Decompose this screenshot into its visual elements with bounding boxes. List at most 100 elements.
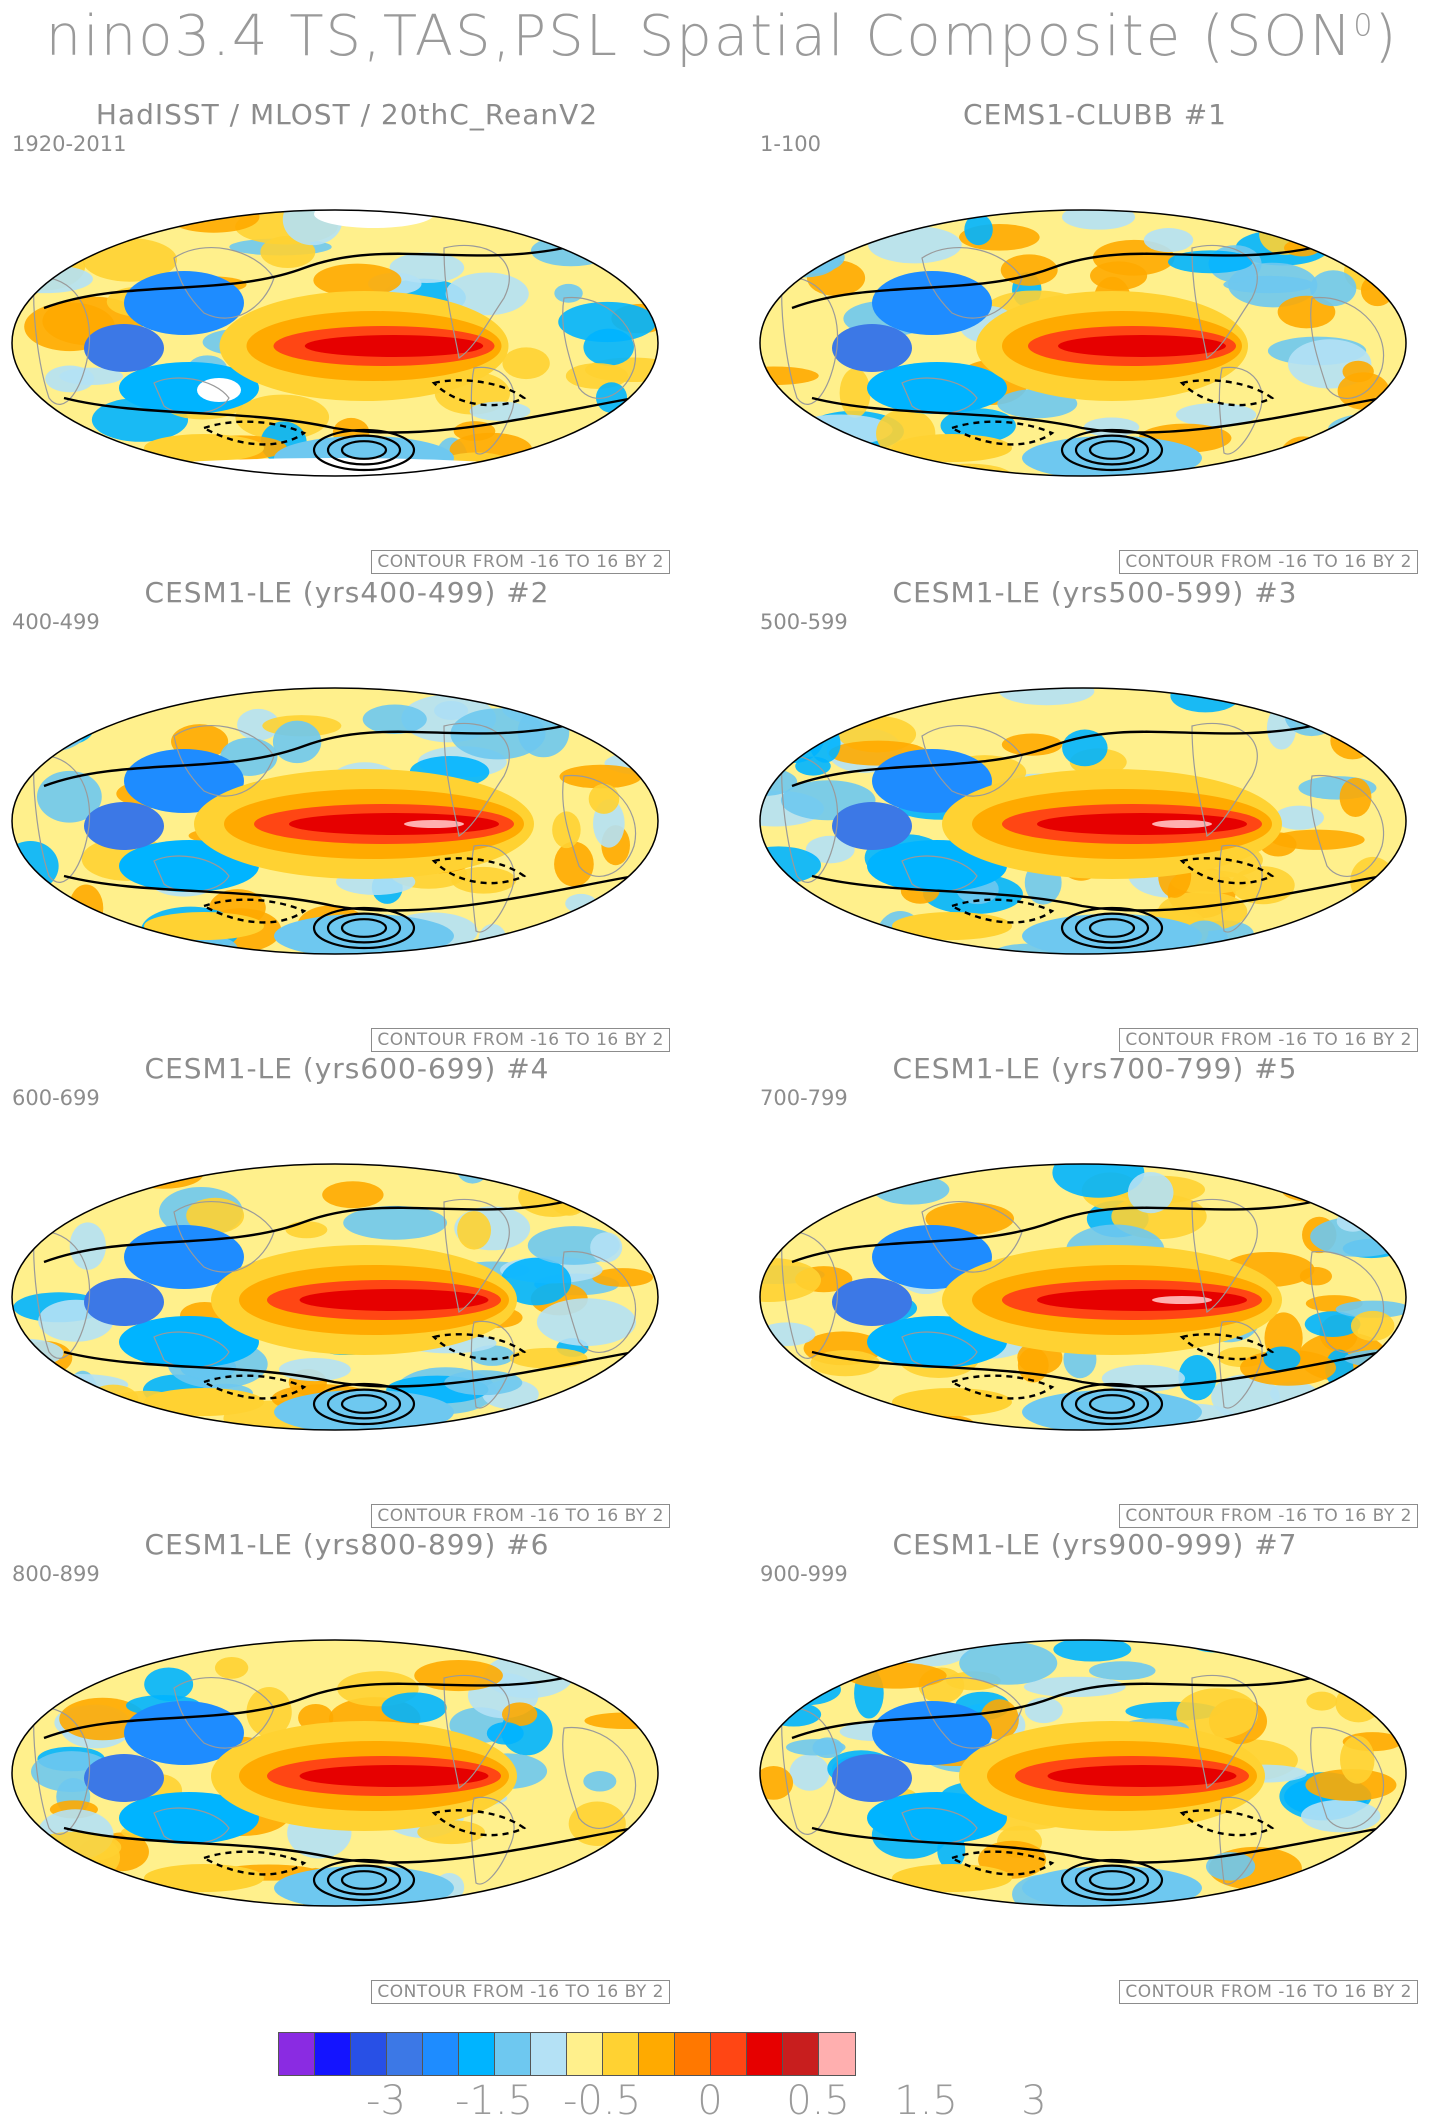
psl-contour <box>1060 1858 1164 1902</box>
psl-contour <box>312 428 416 472</box>
contour-note: CONTOUR FROM -16 TO 16 BY 2 <box>371 1028 670 1052</box>
warm-anomaly <box>68 884 104 933</box>
nino-tongue <box>304 335 484 357</box>
warm-anomaly <box>610 1651 658 1673</box>
cold-anomaly <box>469 401 531 421</box>
contour-note: CONTOUR FROM -16 TO 16 BY 2 <box>1119 550 1418 574</box>
map-plot <box>759 209 1407 477</box>
cold-anomaly <box>1344 1853 1406 1898</box>
cold-anomaly <box>812 1737 843 1758</box>
cold-anomaly <box>964 213 993 246</box>
cold-anomaly <box>959 1641 1058 1685</box>
coastline <box>562 1250 637 1353</box>
cold-anomaly <box>872 1701 992 1765</box>
warm-anomaly <box>14 1364 49 1400</box>
warm-anomaly <box>1176 1688 1259 1739</box>
colorbar-swatch <box>387 2033 423 2075</box>
warm-anomaly <box>760 1257 822 1302</box>
warm-anomaly <box>12 431 40 456</box>
coastline <box>173 725 275 797</box>
cold-anomaly <box>597 1864 658 1891</box>
cold-anomaly <box>1274 805 1324 830</box>
warm-anomaly <box>1271 829 1365 850</box>
warm-anomaly <box>845 1662 947 1689</box>
map-outline <box>759 1163 1407 1431</box>
cold-anomaly <box>12 452 106 473</box>
cold-anomaly <box>124 1225 244 1289</box>
cold-anomaly <box>1127 1171 1174 1214</box>
cold-anomaly <box>817 1408 903 1430</box>
figure-title: nino3.4 TS,TAS,PSL Spatial Composite (SO… <box>0 6 1444 68</box>
psl-contour <box>1088 1870 1136 1890</box>
cold-anomaly <box>84 802 164 850</box>
warm-anomaly <box>12 1875 38 1906</box>
cold-anomaly <box>144 1667 194 1702</box>
map-outline <box>11 1163 659 1431</box>
psl-contour <box>431 379 527 407</box>
warm-anomaly <box>1277 295 1336 329</box>
cold-anomaly <box>1250 459 1303 476</box>
colorbar-tick-label: 3 <box>1021 2078 1047 2124</box>
nino-tongue <box>1047 1765 1237 1787</box>
panel-years: 400-499 <box>12 610 100 634</box>
psl-contour <box>312 906 416 950</box>
map-outline <box>759 1639 1407 1907</box>
psl-contour <box>1179 1333 1275 1361</box>
warm-anomaly <box>186 1197 245 1234</box>
cold-anomaly <box>69 1222 106 1270</box>
map-plot <box>759 1163 1407 1431</box>
contour-note: CONTOUR FROM -16 TO 16 BY 2 <box>371 1504 670 1528</box>
coastline <box>1310 1250 1385 1353</box>
cold-anomaly <box>805 835 855 864</box>
warm-anomaly <box>554 841 594 887</box>
cold-anomaly <box>45 365 95 393</box>
panel-years: 1-100 <box>760 132 822 156</box>
psl-contour <box>1179 379 1275 407</box>
warm-anomaly <box>313 263 402 297</box>
warm-anomaly <box>144 434 264 462</box>
map-plot <box>11 687 659 955</box>
warm-anomaly <box>1339 1735 1375 1784</box>
map-panel-3: CESM1-LE (yrs500-599) #3 500-599 CONTOUR… <box>752 576 1438 1052</box>
cold-anomaly <box>1333 1640 1367 1665</box>
panel-title: CESM1-LE (yrs400-499) #2 <box>144 576 550 609</box>
colorbar-swatch <box>603 2033 639 2075</box>
map-panel-7: CESM1-LE (yrs900-999) #7 900-999 CONTOUR… <box>752 1528 1438 2004</box>
warm-anomaly <box>75 1164 123 1194</box>
map-panel-1: CEMS1-CLUBB #1 1-100 CONTOUR FROM -16 TO… <box>752 98 1438 574</box>
cold-anomaly <box>1089 1661 1156 1681</box>
warm-anomaly <box>1350 1181 1406 1225</box>
cold-anomaly <box>12 1680 39 1698</box>
psl-contour <box>340 440 388 460</box>
warm-anomaly <box>23 211 62 247</box>
cold-anomaly <box>381 1692 447 1724</box>
coastline <box>781 1230 839 1359</box>
cold-anomaly <box>597 1678 658 1696</box>
psl-contour <box>1060 428 1164 472</box>
warm-anomaly <box>610 1837 658 1868</box>
cold-anomaly <box>775 688 819 719</box>
warm-anomaly <box>892 1388 1012 1416</box>
coastline <box>781 1706 839 1835</box>
warm-anomaly <box>549 1180 589 1216</box>
psl-contour <box>340 1870 388 1890</box>
nino-tongue <box>299 1289 489 1311</box>
colorbar-swatch <box>819 2033 855 2075</box>
colorbar-swatch <box>567 2033 603 2075</box>
colorbar-swatch <box>495 2033 531 2075</box>
cold-anomaly <box>868 226 962 264</box>
coastline <box>1310 1726 1385 1829</box>
warm-anomaly <box>59 1640 138 1652</box>
map-field <box>12 1164 658 1430</box>
cold-anomaly <box>119 1792 259 1844</box>
cold-anomaly <box>23 688 81 708</box>
figure-title-close: ) <box>1374 4 1399 69</box>
coastline <box>1191 244 1258 360</box>
psl-contour <box>201 1374 307 1400</box>
warm-anomaly <box>214 1656 249 1679</box>
psl-contour <box>1088 1394 1136 1414</box>
psl-contour <box>811 1826 1383 1864</box>
warm-anomaly <box>1299 1267 1333 1286</box>
warm-anomaly <box>568 1801 626 1847</box>
map-field <box>12 688 658 954</box>
